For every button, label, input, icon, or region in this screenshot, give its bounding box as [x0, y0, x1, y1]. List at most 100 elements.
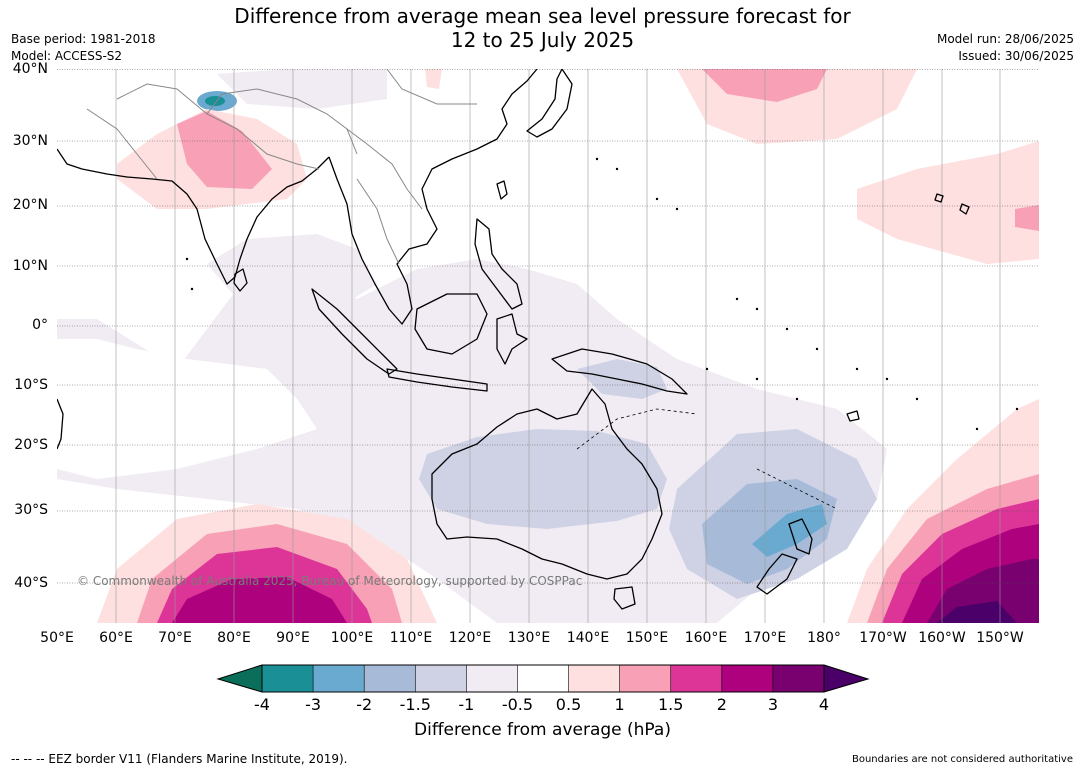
pressure-anomaly-map: © Commonwealth of Australia 2025, Bureau… — [57, 69, 1039, 623]
graticule-parallels — [57, 69, 1039, 584]
coast-new-zealand-south — [756, 553, 798, 595]
colorbar-segments — [262, 665, 825, 692]
colorbar-segment — [721, 665, 774, 692]
coast-new-zealand-north — [788, 518, 813, 555]
colorbar-tick-label: -0.5 — [501, 695, 534, 714]
anomaly-region-neg-north-india — [207, 234, 377, 314]
lon-label-80e: 80°E — [217, 630, 251, 646]
eez-borders — [576, 408, 838, 510]
anomaly-region-east-pacific-core — [1015, 205, 1039, 231]
lat-label-40n: 40°N — [12, 61, 48, 77]
colorbar-segment — [466, 665, 518, 692]
lat-label-10s: 10°S — [14, 377, 48, 393]
lon-label-150e: 150°E — [625, 630, 669, 646]
neutral-region-indian-ocean — [57, 339, 317, 479]
anomaly-region-neg-tibet — [217, 69, 387, 109]
colorbar-tick-label: -3 — [305, 695, 322, 714]
colorbar-segment — [415, 665, 467, 692]
base-period: Base period: 1981-2018 — [11, 32, 156, 46]
lon-label-120e: 120°E — [448, 630, 492, 646]
lon-label-90e: 90°E — [276, 630, 310, 646]
title-line-1: Difference from average mean sea level p… — [234, 4, 851, 28]
colorbar-label: Difference from average (hPa) — [414, 720, 671, 740]
lat-label-10n: 10°N — [12, 258, 48, 274]
lat-label-30s: 30°S — [14, 502, 48, 518]
coast-fiji — [846, 410, 860, 422]
lon-label-60e: 60°E — [99, 630, 133, 646]
colorbar-segment — [517, 665, 570, 692]
coast-arabia-india — [57, 148, 330, 285]
anomaly-region-se-high-4 — [927, 559, 1039, 623]
model-run: Model run: 28/06/2025 — [936, 32, 1074, 46]
anomaly-region-himalaya-core — [205, 96, 225, 106]
anomaly-region-north-pacific-core — [702, 69, 827, 102]
colorbar-segment — [262, 665, 314, 692]
lon-label-100e: 100°E — [330, 630, 374, 646]
coast-philippines — [474, 218, 523, 310]
coast-sri-lanka — [233, 268, 248, 292]
coast-sulawesi — [496, 313, 528, 365]
colorbar-tick-label: -2 — [356, 695, 373, 714]
anomaly-region-new-guinea — [577, 359, 667, 399]
issued-date: Issued: 30/06/2025 — [958, 49, 1074, 63]
anomaly-region-east-pacific — [857, 141, 1039, 264]
run-info: Model run: 28/06/2025 Issued: 30/06/2025 — [937, 31, 1074, 65]
colorbar-segment — [568, 665, 621, 692]
colorbar-tick-label: -1.5 — [399, 695, 431, 714]
colorbar-underflow-arrow — [218, 665, 262, 692]
lon-label-140e: 140°E — [566, 630, 610, 646]
model-name: Model: ACCESS-S2 — [11, 49, 123, 63]
colorbar-under-outline — [216, 664, 263, 693]
colorbar-tick-label: 1 — [614, 695, 625, 714]
lon-label-180: 180° — [807, 630, 841, 646]
colorbar-tick-label: 3 — [767, 695, 778, 714]
eez-footnote: -- -- -- EEZ border V11 (Flanders Marine… — [11, 752, 348, 766]
lon-label-170e: 170°E — [743, 630, 787, 646]
coast-madagascar — [57, 398, 64, 450]
anomaly-region-sw-high-3 — [172, 577, 347, 623]
colorbar-segment — [364, 665, 416, 692]
boundaries-disclaimer: Boundaries are not considered authoritat… — [851, 754, 1073, 765]
lon-label-150w: 150°W — [976, 630, 1024, 646]
lat-label-40s: 40°S — [14, 575, 48, 591]
lat-label-30n: 30°N — [12, 133, 48, 149]
lon-label-170w: 170°W — [859, 630, 907, 646]
coast-sumatra — [311, 288, 398, 375]
lon-label-160w: 160°W — [918, 630, 966, 646]
model-info: Base period: 1981-2018 Model: ACCESS-S2 — [11, 31, 156, 65]
coast-tasmania — [613, 586, 636, 610]
colorbar-tick-label: -4 — [254, 695, 270, 714]
lat-label-20n: 20°N — [12, 197, 48, 213]
lon-label-70e: 70°E — [158, 630, 192, 646]
anomaly-region-india-core — [177, 111, 272, 189]
colorbar-over-outline — [823, 664, 870, 693]
colorbar-overflow-arrow — [824, 665, 868, 692]
colorbar-tick-label: 2 — [716, 695, 727, 714]
colorbar-tick-label: 4 — [818, 695, 830, 714]
colorbar-tick-label: 1.5 — [657, 695, 684, 714]
lat-label-0: 0° — [32, 317, 48, 333]
anomaly-region-tasman-core — [752, 504, 827, 557]
lon-label-50e: 50°E — [40, 630, 74, 646]
lon-label-110e: 110°E — [389, 630, 433, 646]
anomaly-region-australia — [419, 429, 667, 529]
coast-borneo — [414, 293, 488, 355]
coast-australia — [431, 388, 663, 580]
coast-taiwan — [496, 180, 508, 200]
lon-label-130e: 130°E — [507, 630, 551, 646]
colorbar-tick-label: 0.5 — [555, 695, 582, 714]
coastlines — [57, 69, 970, 610]
country-borders — [86, 69, 477, 265]
coast-new-guinea — [551, 348, 688, 395]
anomaly-region-se-high-5 — [937, 601, 1017, 623]
coast-java — [386, 368, 488, 392]
colorbar-segment — [772, 665, 825, 692]
anomaly-region-hawaii-spot — [425, 69, 442, 89]
colorbar-segment — [670, 665, 723, 692]
coast-se-asia — [328, 69, 538, 325]
coast-japan — [526, 69, 573, 138]
colorbar-segment — [313, 665, 365, 692]
colorbar-frame — [261, 664, 825, 693]
colorbar-tick-label: -1 — [458, 695, 475, 714]
copyright-notice: © Commonwealth of Australia 2025, Bureau… — [77, 574, 583, 588]
